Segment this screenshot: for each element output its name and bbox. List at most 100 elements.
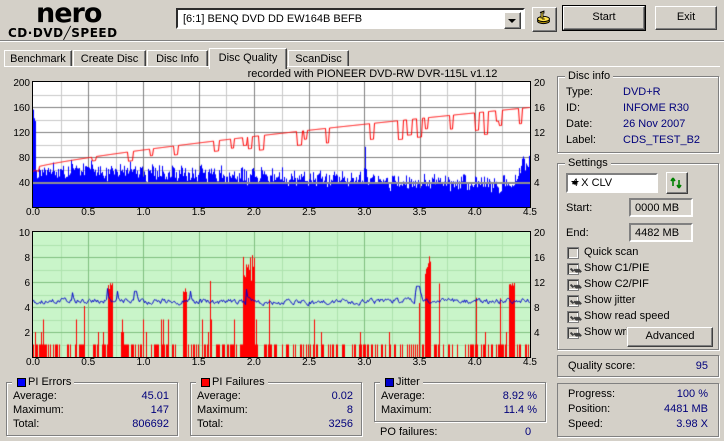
speed-value: 3.98 X	[676, 418, 708, 430]
end-mb-field[interactable]: 4482 MB	[629, 223, 693, 242]
pif-y2-tick-16: 16	[534, 253, 546, 264]
xlab2-tick-4.0: 4.0	[467, 357, 482, 368]
eject-disc-icon	[537, 10, 550, 25]
pif-y2-tick-8: 8	[534, 303, 540, 314]
logo-sub-left: CD·DVD	[8, 26, 64, 40]
chart-header-label: recorded with PIONEER DVD-RW DVR-115L v1…	[247, 68, 498, 80]
po-failures-label: PO failures:	[380, 426, 438, 438]
jitter-group: Jitter Average: 8.92 % Maximum: 11.4 %	[374, 376, 546, 422]
label-show-jitter: Show jitter	[584, 294, 636, 306]
pif-chart-plot	[32, 231, 531, 358]
disc-info-value-label: CDS_TEST_B2	[623, 134, 701, 146]
toolbar-divider	[0, 41, 724, 42]
pi-errors-value-total: 806692	[132, 418, 169, 430]
eject-button[interactable]	[532, 7, 557, 32]
tab-create-disc[interactable]: Create Disc	[73, 50, 146, 67]
drive-select-dropdown-button[interactable]	[504, 12, 521, 29]
refresh-button[interactable]	[666, 172, 688, 194]
xlab1-tick-1.5: 1.5	[191, 207, 206, 218]
settings-title: Settings	[565, 157, 611, 169]
xlab1-tick-2.5: 2.5	[302, 207, 317, 218]
label-show-c2-pif: Show C2/PIF	[584, 278, 649, 290]
position-value: 4481 MB	[663, 403, 708, 415]
pif-y2-tick-20: 20	[534, 228, 546, 239]
start-mb-field[interactable]: 0000 MB	[629, 198, 693, 217]
checkbox-show-write-speed[interactable]	[567, 327, 579, 339]
speed-select[interactable]: 4 X CLV	[566, 173, 658, 193]
end-mb-label: End:	[566, 227, 589, 239]
logo-sub-right: SPEED	[71, 26, 118, 40]
xlab2-tick-0.0: 0.0	[26, 357, 40, 368]
pie-y-tick-200: 200	[13, 78, 30, 89]
tab-disc-quality[interactable]: Disc Quality	[209, 48, 287, 69]
jitter-value-average: 8.92 %	[502, 390, 537, 402]
xlab1-tick-4.0: 4.0	[467, 207, 482, 218]
quality-score-label: Quality score:	[568, 360, 636, 372]
disc-info-value-id: INFOME R30	[623, 102, 690, 114]
chevron-down-icon	[571, 181, 579, 185]
pie-y-tick-80: 80	[18, 153, 30, 164]
po-failures-value: 0	[525, 426, 532, 438]
xlab1-tick-1.0: 1.0	[136, 207, 151, 218]
pie-y2-tick-20: 20	[534, 78, 546, 89]
tab-benchmark[interactable]: Benchmark	[4, 50, 72, 67]
xlab2-tick-1.5: 1.5	[191, 357, 206, 368]
disc-info-label-type: Type:	[566, 86, 593, 98]
logo-subtitle: CD·DVD╱SPEED	[8, 26, 118, 40]
pie-y2-tick-4: 4	[534, 178, 540, 189]
jitter-value-maximum: 11.4 %	[503, 404, 537, 416]
logo-nero-text: nero	[36, 0, 102, 29]
label-show-c1-pie: Show C1/PIE	[584, 262, 650, 274]
end-mb-value: 4482 MB	[635, 227, 680, 239]
status-panel: Progress: 100 % Position: 4481 MB Speed:…	[557, 383, 719, 437]
quality-score-value: 95	[695, 360, 708, 372]
xlab1-tick-2.0: 2.0	[246, 207, 261, 218]
disc-info-value-type: DVD+R	[623, 86, 661, 98]
xlab2-tick-2.0: 2.0	[246, 357, 261, 368]
start-button[interactable]: Start	[562, 5, 646, 31]
pif-y-tick-6: 6	[24, 278, 30, 289]
pie-y2-tick-12: 12	[534, 128, 546, 139]
pi-failures-group: PI Failures Average: 0.02 Maximum: 8 Tot…	[190, 376, 362, 436]
xlab1-tick-3.5: 3.5	[412, 207, 427, 218]
settings-group: Settings 4 X CLV Start: 0000 MB End: 448…	[557, 157, 719, 350]
position-label: Position:	[568, 403, 611, 415]
jitter-legend-swatch	[385, 378, 394, 387]
disc-info-label-date: Date:	[566, 118, 593, 130]
tab-disc-info[interactable]: Disc Info	[147, 50, 208, 67]
checkbox-show-jitter[interactable]	[567, 295, 579, 307]
pie-y-tick-160: 160	[13, 103, 30, 114]
checkbox-show-c1-pie[interactable]	[567, 263, 579, 275]
pi-failures-value-total: 3256	[328, 418, 353, 430]
xlab1-tick-4.5: 4.5	[523, 207, 537, 218]
pi-errors-legend-swatch	[17, 378, 26, 387]
checkbox-quick-scan[interactable]	[567, 247, 579, 259]
pi-errors-value-maximum: 147	[150, 404, 169, 416]
xlab2-tick-4.5: 4.5	[523, 357, 537, 368]
xlab2-tick-3.5: 3.5	[412, 357, 427, 368]
label-show-read-speed: Show read speed	[584, 310, 670, 322]
progress-label: Progress:	[568, 388, 616, 400]
exit-button[interactable]: Exit	[655, 6, 717, 30]
pif-y-tick-10: 10	[18, 228, 30, 239]
checkbox-show-c2-pif[interactable]	[567, 279, 579, 291]
xlab1-tick-3.0: 3.0	[357, 207, 372, 218]
disc-info-label-label: Label:	[566, 134, 596, 146]
checkbox-show-read-speed[interactable]	[567, 311, 579, 323]
pi-failures-title: PI Failures	[196, 376, 268, 388]
pi-errors-value-average: 45.01	[141, 390, 169, 402]
xlab2-tick-2.5: 2.5	[302, 357, 317, 368]
toolbar-divider-shadow	[0, 40, 724, 41]
xlab2-tick-0.5: 0.5	[81, 357, 96, 368]
pi-failures-value-average: 0.02	[331, 390, 353, 402]
tab-scandisc[interactable]: ScanDisc	[288, 50, 349, 67]
label-quick-scan: Quick scan	[584, 246, 639, 258]
xlab1-tick-0.0: 0.0	[26, 207, 40, 218]
pi-errors-group: PI Errors Average: 45.01 Maximum: 147 To…	[6, 376, 178, 436]
start-mb-value: 0000 MB	[635, 202, 680, 214]
pi-errors-label-total: Total:	[13, 418, 40, 430]
advanced-button[interactable]: Advanced	[627, 327, 713, 347]
drive-select[interactable]: [6:1] BENQ DVD DD EW164B BEFB	[176, 8, 525, 29]
xlab1-tick-0.5: 0.5	[81, 207, 96, 218]
